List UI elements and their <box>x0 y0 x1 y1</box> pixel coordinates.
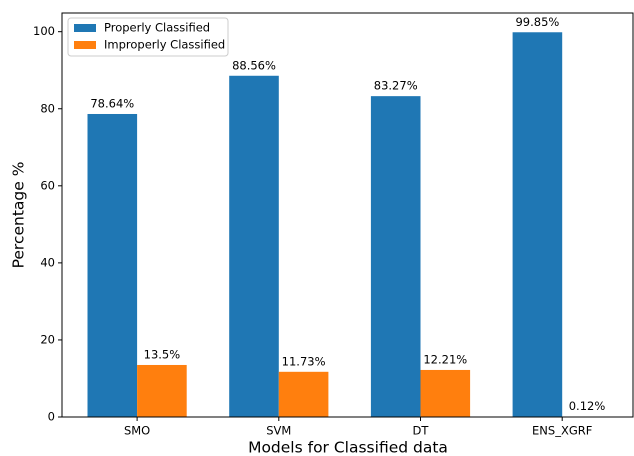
x-tick-label: ENS_XGRF <box>532 424 592 438</box>
x-tick-label: SMO <box>124 424 150 438</box>
value-label: 99.85% <box>515 15 559 29</box>
x-tick-label: DT <box>413 424 430 438</box>
value-label: 0.12% <box>569 399 606 413</box>
value-label: 83.27% <box>374 79 418 93</box>
x-tick-label: SVM <box>266 424 291 438</box>
value-label: 88.56% <box>232 58 276 72</box>
legend-label: Properly Classified <box>104 21 210 35</box>
legend-box <box>67 17 229 57</box>
legend-label: Improperly Classified <box>104 38 225 52</box>
bar <box>370 96 421 418</box>
legend-swatch <box>74 41 96 49</box>
y-tick-label: 0 <box>48 410 55 424</box>
bar <box>512 32 563 417</box>
y-axis-label: Percentage % <box>10 162 28 269</box>
plot-frame <box>61 12 634 418</box>
y-tick-label: 40 <box>40 255 55 269</box>
bar <box>278 371 329 417</box>
y-tick-label: 100 <box>33 24 55 38</box>
x-axis-label: Models for Classified data <box>248 439 448 456</box>
bar <box>229 75 279 417</box>
y-tick-label: 60 <box>40 178 55 192</box>
legend-swatch <box>74 24 96 32</box>
y-tick-label: 20 <box>40 332 55 346</box>
value-label: 13.5% <box>144 347 181 361</box>
bar <box>87 113 138 418</box>
value-label: 11.73% <box>282 354 326 368</box>
value-label: 12.21% <box>423 352 467 366</box>
y-tick-label: 80 <box>40 101 55 115</box>
bar <box>420 369 471 417</box>
value-label: 78.64% <box>90 96 134 110</box>
bar <box>137 364 187 417</box>
